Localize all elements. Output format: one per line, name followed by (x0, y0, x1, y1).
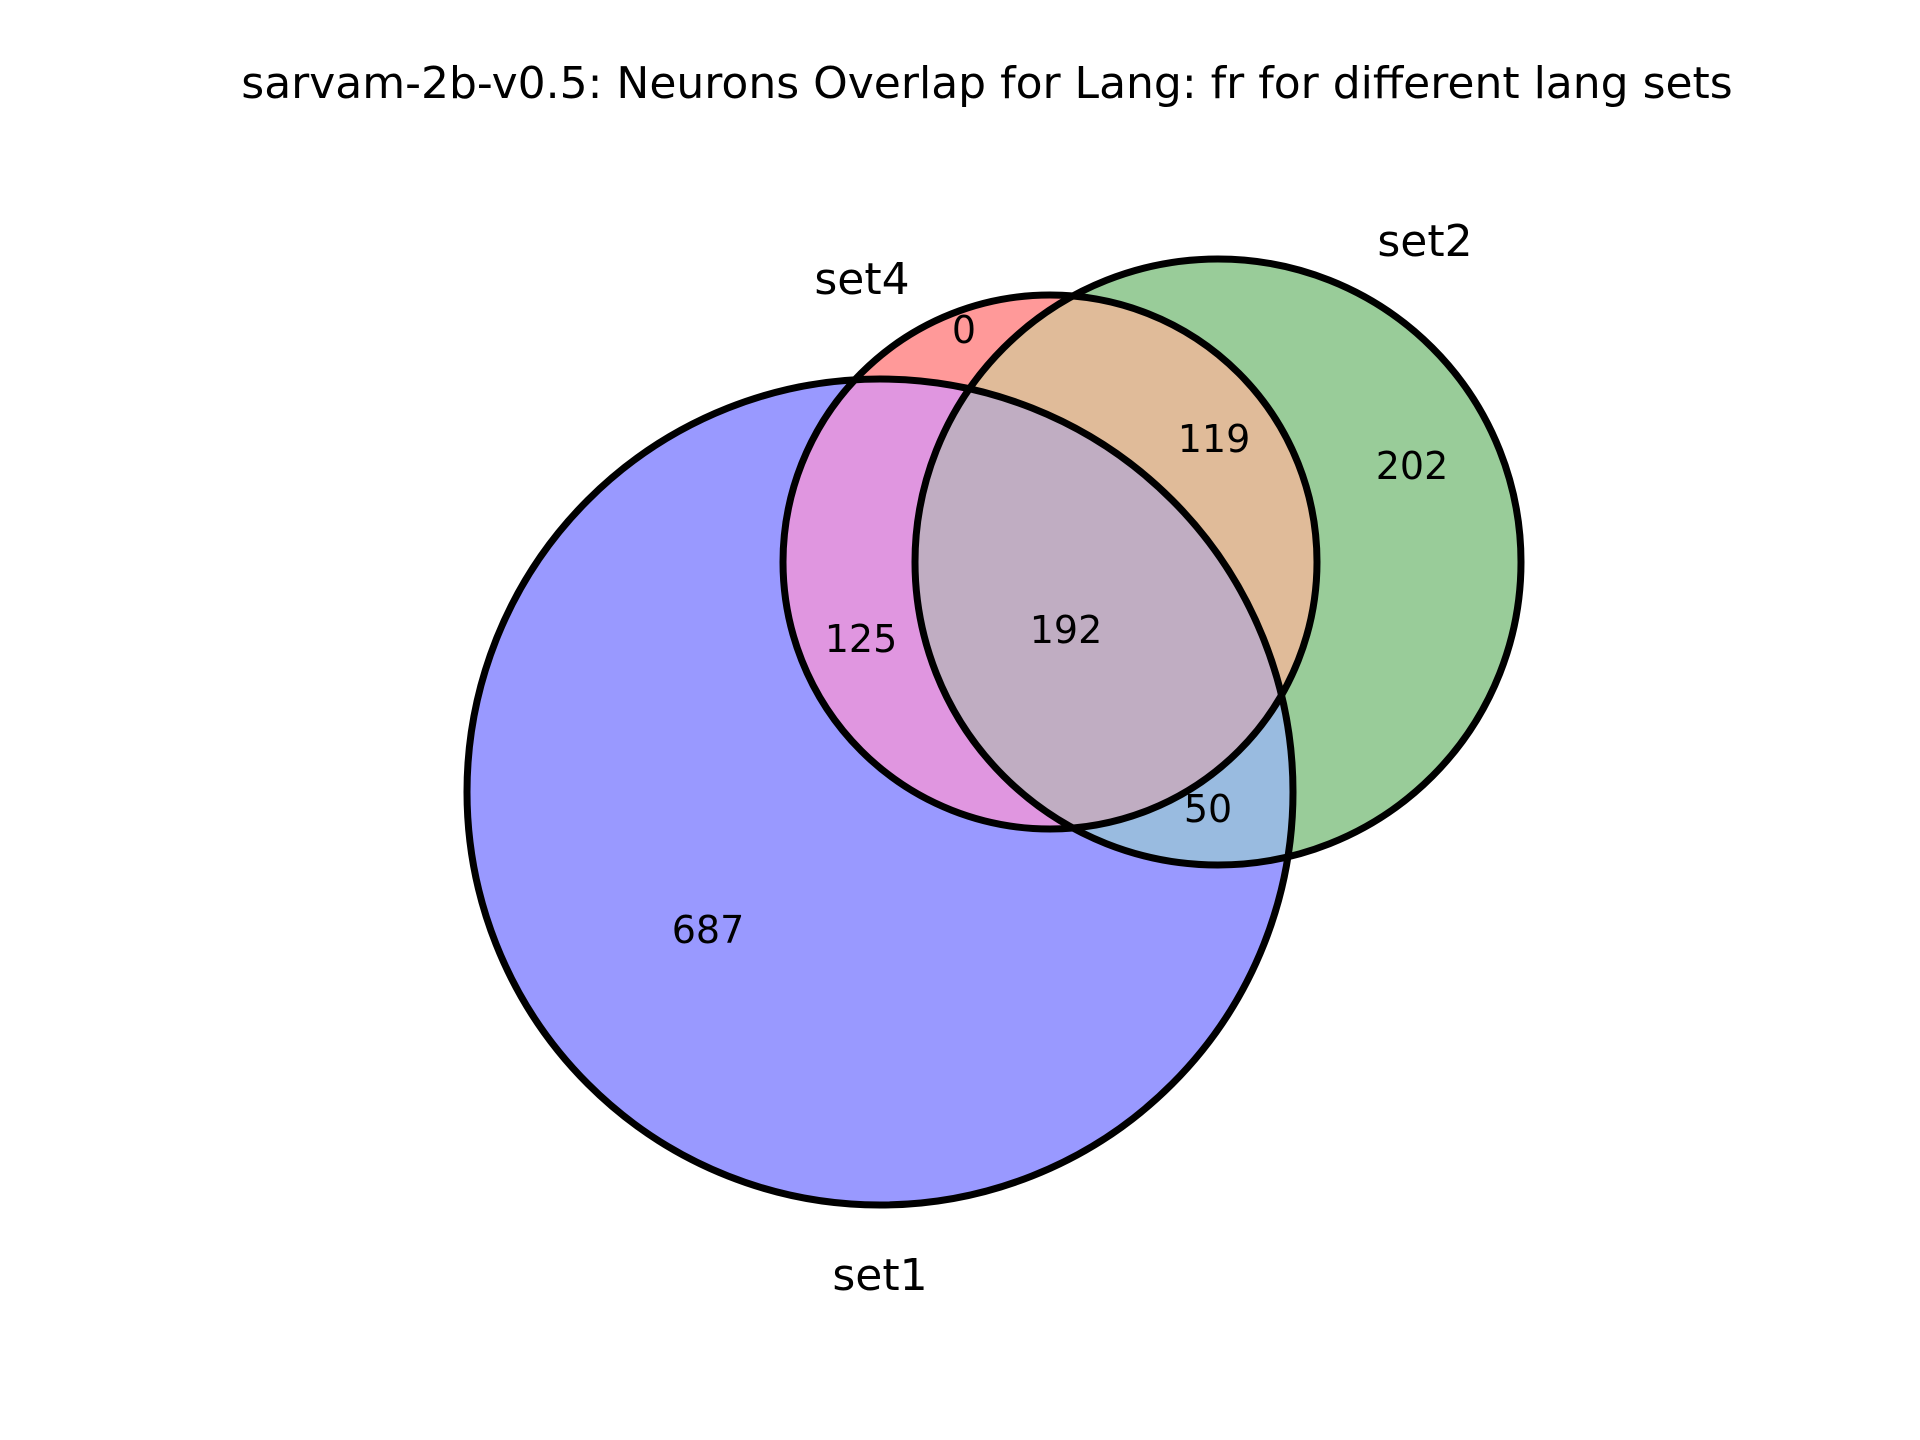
set1-outline (463, 375, 1297, 1209)
set1-label: set1 (832, 1250, 927, 1301)
region-set1-set4: 125 (825, 617, 898, 661)
region-set4-only: 0 (952, 308, 976, 352)
set4-outline (779, 291, 1321, 833)
set4-label: set4 (814, 254, 909, 305)
set2-outline (911, 255, 1525, 869)
region-set2-set4: 119 (1178, 417, 1251, 461)
set2-label: set2 (1377, 216, 1472, 267)
region-set1-set2: 50 (1184, 787, 1232, 831)
region-set2-only: 202 (1376, 444, 1449, 488)
chart-title: sarvam-2b-v0.5: Neurons Overlap for Lang… (241, 58, 1732, 109)
region-set1-only: 687 (672, 908, 745, 952)
region-set1-set2-set4: 192 (1030, 608, 1103, 652)
